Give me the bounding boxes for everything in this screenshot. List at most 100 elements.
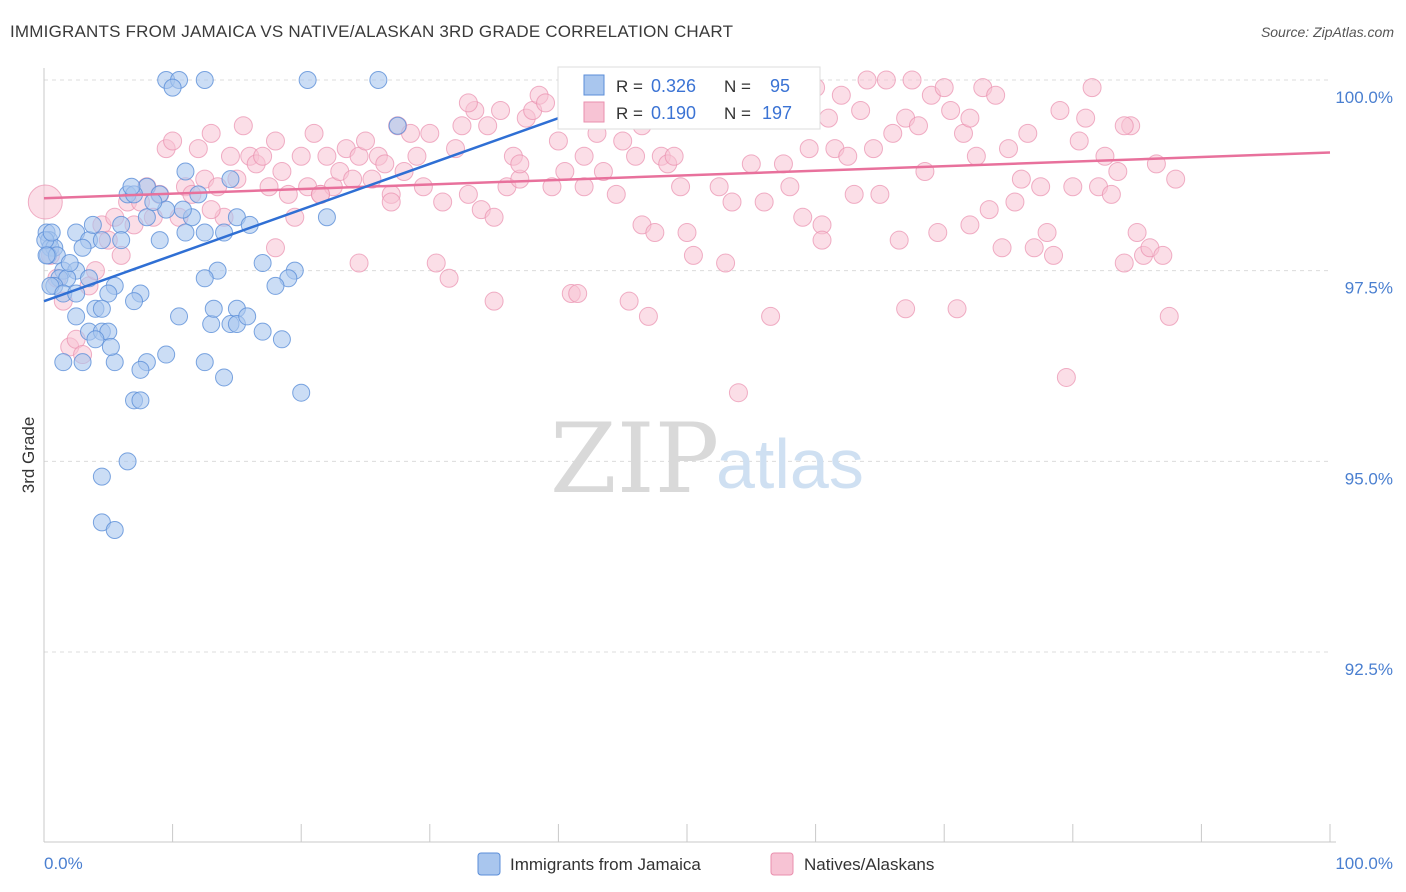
natives-point: [902, 70, 922, 90]
natives-point: [638, 306, 658, 326]
jamaica-point: [92, 299, 111, 318]
jamaica-point: [176, 223, 195, 242]
natives-point: [407, 146, 427, 166]
jamaica-point: [189, 185, 208, 204]
natives-point: [799, 139, 819, 159]
natives-point: [896, 299, 916, 319]
natives-point: [265, 131, 285, 151]
jamaica-point: [317, 208, 336, 227]
natives-point: [741, 154, 761, 174]
natives-point: [1101, 184, 1121, 204]
jamaica-point: [101, 337, 120, 356]
natives-point: [413, 177, 433, 197]
natives-point: [349, 253, 369, 273]
natives-point: [812, 230, 832, 250]
correlation-legend: R = 0.326 N = 95 R = 0.190 N = 197: [557, 66, 821, 130]
jamaica-point: [122, 177, 141, 196]
natives-point: [1056, 367, 1076, 387]
natives-point: [1005, 192, 1025, 212]
natives-point: [555, 162, 575, 182]
natives-point: [420, 123, 440, 143]
legend-r-label-natives: R =: [616, 104, 643, 123]
jamaica-point: [176, 162, 195, 181]
jamaica-point: [73, 353, 92, 372]
natives-point: [1011, 169, 1031, 189]
natives-point: [876, 70, 896, 90]
natives-point: [1037, 223, 1057, 243]
jamaica-point: [266, 276, 285, 295]
natives-point: [1127, 223, 1147, 243]
natives-point: [317, 146, 337, 166]
natives-point: [619, 291, 639, 311]
jamaica-point: [388, 116, 407, 135]
natives-point: [1108, 162, 1128, 182]
jamaica-point: [112, 215, 131, 234]
natives-point: [709, 177, 729, 197]
y-tick-labels: 92.5% 95.0% 97.5% 100.0%: [1335, 88, 1393, 679]
jamaica-point: [163, 78, 182, 97]
jamaica-point: [137, 208, 156, 227]
natives-point: [966, 146, 986, 166]
legend-r-value-jamaica: 0.326: [651, 76, 696, 96]
natives-point: [452, 116, 472, 136]
grid-lines: [44, 79, 1330, 653]
natives-point: [992, 238, 1012, 258]
jamaica-point: [92, 467, 111, 486]
natives-point: [915, 162, 935, 182]
natives-point: [484, 207, 504, 227]
natives-point: [201, 200, 221, 220]
natives-point: [863, 139, 883, 159]
natives-point: [291, 146, 311, 166]
natives-point: [979, 200, 999, 220]
watermark-atlas-text: atlas: [716, 425, 864, 503]
natives-point: [265, 238, 285, 258]
jamaica-point: [99, 284, 118, 303]
jamaica-point: [292, 383, 311, 402]
natives-point: [491, 101, 511, 121]
natives-point: [458, 184, 478, 204]
jamaica-point: [221, 170, 240, 189]
natives-point: [999, 139, 1018, 159]
x-axis-ticks: [43, 824, 1331, 842]
natives-point: [986, 85, 1006, 105]
jamaica-point: [112, 231, 131, 250]
natives-point: [606, 184, 626, 204]
jamaica-point: [202, 315, 221, 334]
jamaica-point: [253, 322, 272, 341]
bottom-legend-label-natives: Natives/Alaskans: [804, 855, 934, 874]
natives-point: [163, 131, 183, 151]
natives-point: [773, 154, 793, 174]
natives-point: [375, 154, 395, 174]
watermark-zip-text: ZIP: [550, 403, 719, 515]
jamaica-point: [215, 368, 234, 387]
natives-point: [253, 146, 273, 166]
legend-n-value-natives: 197: [762, 103, 792, 123]
natives-point: [1050, 101, 1070, 121]
jamaica-point: [272, 330, 291, 349]
natives-point: [478, 116, 498, 136]
natives-point: [272, 162, 292, 182]
natives-point: [574, 177, 594, 197]
natives-point: [356, 131, 375, 151]
natives-point: [857, 70, 877, 90]
jamaica-point: [37, 246, 56, 265]
natives-point: [1082, 78, 1102, 98]
natives-point: [928, 223, 948, 243]
jamaica-point: [173, 200, 192, 219]
jamaica-point: [150, 231, 169, 250]
jamaica-point: [42, 223, 61, 242]
y-axis-label: 3rd Grade: [19, 417, 38, 494]
jamaica-point: [83, 215, 102, 234]
x-tick-label: 100.0%: [1335, 854, 1393, 873]
natives-point: [593, 162, 613, 182]
natives-point: [27, 184, 63, 220]
natives-point: [1114, 116, 1134, 136]
natives-point: [664, 146, 684, 166]
natives-point: [1076, 108, 1096, 128]
jamaica-point: [125, 292, 144, 311]
natives-point: [934, 78, 954, 98]
natives-point: [1095, 146, 1115, 166]
natives-point: [220, 146, 240, 166]
natives-point: [645, 223, 665, 243]
natives-point: [780, 177, 800, 197]
